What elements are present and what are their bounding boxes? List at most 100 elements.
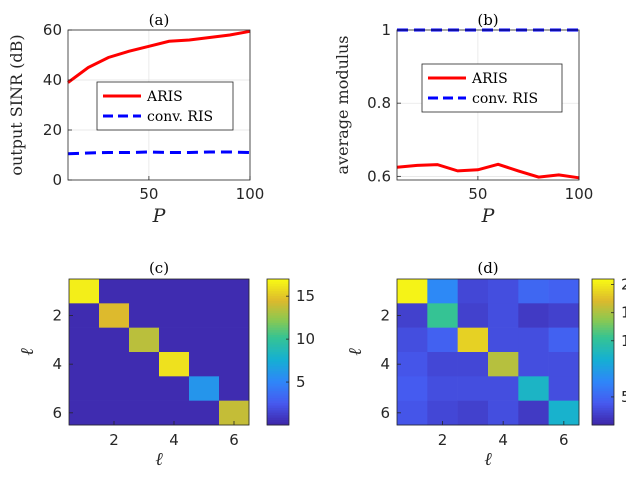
heatmap-cell (457, 352, 489, 377)
colorbar-tick-label: 15 (296, 287, 315, 305)
colorbar-segment (267, 322, 289, 326)
colorbar-segment (267, 381, 289, 385)
colorbar-segment (267, 371, 289, 375)
colorbar-segment (267, 352, 289, 355)
heatmap-cell (99, 352, 130, 377)
heatmap-cell (488, 352, 519, 377)
heatmap-cell (397, 400, 428, 426)
colorbar-segment (592, 356, 614, 360)
colorbar-segment (592, 317, 614, 321)
colorbar-segment (267, 376, 289, 380)
colorbar-segment (592, 417, 614, 421)
heatmap-cell (219, 376, 250, 401)
colorbar-segment (267, 325, 289, 329)
heatmap-cell (518, 352, 549, 377)
colorbar-tick-label: 1 (621, 332, 626, 350)
heatmap-cell (548, 352, 580, 377)
colorbar-segment (267, 330, 289, 333)
colorbar-segment (592, 371, 614, 375)
heatmap-cell (189, 400, 220, 426)
colorbar-segment (592, 334, 614, 338)
colorbar-segment (592, 283, 614, 287)
colorbar-segment (267, 291, 289, 294)
y-tick-label: 20 (43, 121, 62, 139)
colorbar-segment (267, 366, 289, 370)
y-tick-label: 40 (43, 71, 62, 89)
colorbar-segment (592, 415, 614, 419)
y-tick-label: 1 (381, 21, 391, 39)
colorbar-segment (267, 315, 289, 319)
colorbar-segment (267, 405, 289, 409)
colorbar-segment (592, 332, 614, 336)
colorbar-segment (592, 352, 614, 355)
colorbar-segment (592, 327, 614, 331)
y-tick-label: 0 (52, 171, 62, 189)
heatmap-cell (69, 279, 100, 304)
colorbar-segment (592, 420, 614, 423)
colorbar-segment (592, 291, 614, 294)
colorbar-segment (592, 403, 614, 406)
y-tick-label: 0.6 (367, 167, 391, 185)
x-tick-label: 4 (498, 431, 508, 449)
heatmap-cell (548, 303, 580, 328)
heatmap-cell (397, 279, 428, 304)
heatmap-cell (189, 352, 220, 377)
colorbar-segment (267, 308, 289, 312)
colorbar-segment (267, 317, 289, 321)
heatmap-cell (129, 352, 160, 377)
legend-label-0: ARIS (146, 89, 183, 105)
colorbar-segment (592, 354, 614, 358)
colorbar-segment (592, 359, 614, 363)
colorbar-segment (267, 415, 289, 419)
colorbar-segment (592, 412, 614, 416)
x-axis-label: P (481, 205, 496, 227)
colorbar-segment (592, 310, 614, 314)
colorbar-segment (592, 422, 614, 426)
colorbar-segment (267, 398, 289, 402)
colorbar-segment (592, 342, 614, 346)
y-axis-label: ℓ (17, 348, 38, 356)
colorbar-segment (592, 390, 614, 394)
colorbar-segment (267, 407, 289, 411)
heatmap-cell (427, 327, 458, 353)
heatmap-cell (488, 279, 519, 304)
colorbar-segment (267, 422, 289, 426)
x-tick-label: 6 (229, 431, 239, 449)
colorbar-segment (267, 361, 289, 365)
x-tick-label: 6 (559, 431, 569, 449)
colorbar-segment (592, 366, 614, 370)
heatmap-cell (397, 352, 428, 377)
colorbar-segment (592, 308, 614, 312)
heatmap-cell (488, 303, 519, 328)
colorbar-segment (267, 310, 289, 314)
heatmap-cell (518, 303, 549, 328)
colorbar-segment (592, 322, 614, 326)
x-axis-label: ℓ (155, 449, 163, 470)
x-axis-label: P (152, 205, 167, 227)
colorbar-segment (267, 386, 289, 389)
legend-box (96, 81, 234, 131)
colorbar-segment (267, 369, 289, 372)
x-axis-label: ℓ (484, 449, 492, 470)
axes-box (396, 29, 580, 181)
heatmap-cell (129, 400, 160, 426)
x-tick-label: 100 (236, 185, 265, 203)
y-axis-label: average modulus (333, 35, 352, 174)
colorbar-segment (592, 281, 614, 285)
heatmap-cell (457, 303, 489, 328)
colorbar-segment (592, 378, 614, 382)
colorbar-frame (591, 278, 615, 426)
colorbar-tick-label: 5 (621, 388, 626, 406)
heatmap-cell (159, 303, 190, 328)
heatmap-cell (129, 327, 160, 353)
colorbar-segment (592, 400, 614, 404)
colorbar-segment (267, 339, 289, 343)
colorbar-segment (592, 296, 614, 299)
heatmap-cell (427, 352, 458, 377)
axes-box (68, 278, 250, 426)
series-line-0 (67, 29, 251, 84)
heatmap-cell (427, 279, 458, 304)
heatmap-cell (189, 303, 220, 328)
y-axis-label: output SINR (dB) (7, 34, 26, 175)
x-tick-label: 50 (468, 185, 487, 203)
